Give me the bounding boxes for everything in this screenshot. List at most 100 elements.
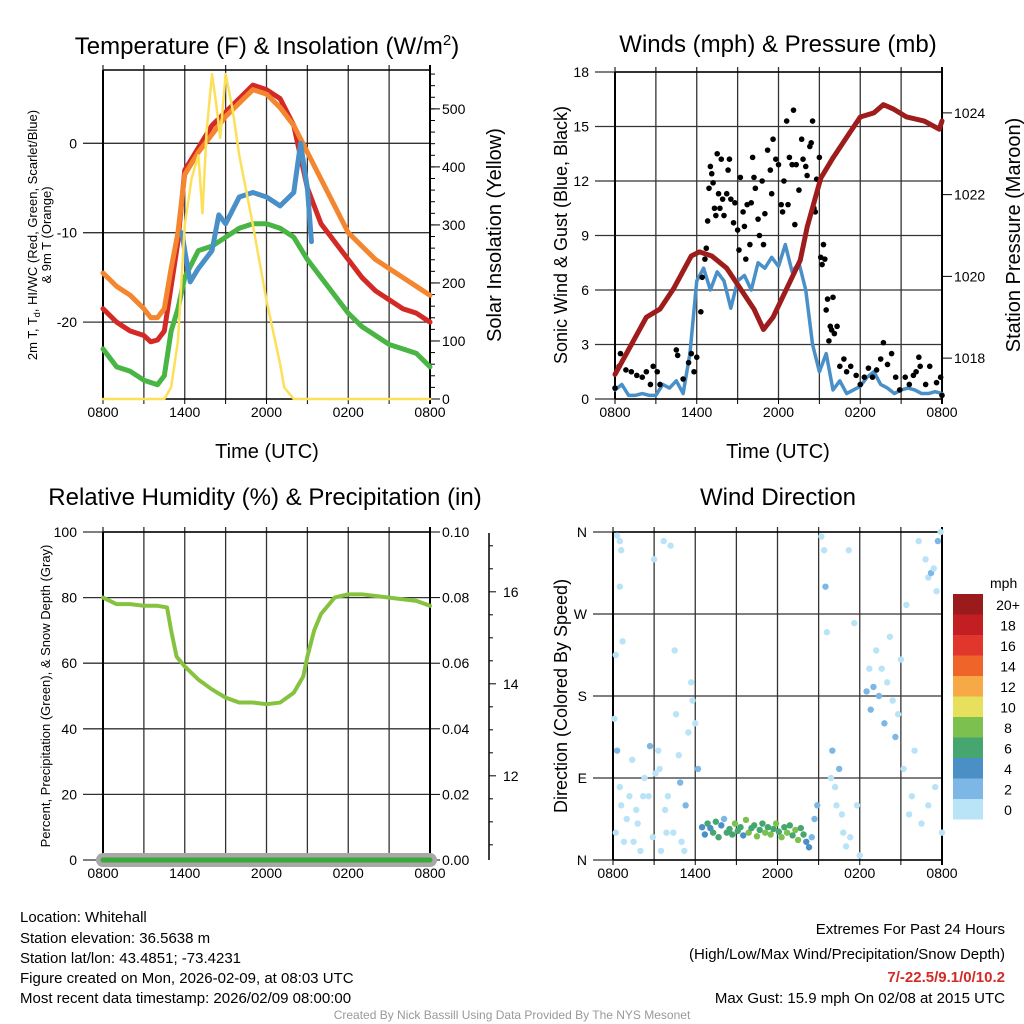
direction-point <box>938 829 946 836</box>
gust-point <box>634 372 640 379</box>
direction-point <box>670 829 677 836</box>
y2-tick-label: 100 <box>442 333 466 349</box>
y-tick-label: 40 <box>61 721 77 737</box>
direction-point <box>789 832 796 839</box>
wind-xlabel: Time (UTC) <box>726 441 830 463</box>
y2-tick-label: 0.00 <box>442 852 469 868</box>
temperature-xlabel: Time (UTC) <box>215 441 319 463</box>
gust-point <box>760 241 767 248</box>
gust-point <box>785 201 791 208</box>
direction-point <box>618 547 625 554</box>
x-tick-label: 2000 <box>251 404 282 420</box>
gust-point <box>824 296 831 302</box>
direction-point <box>611 715 618 722</box>
y2-tick-label: 300 <box>442 217 466 233</box>
extremes-fields: (High/Low/Max Wind/Precipitation/Snow De… <box>689 946 1005 963</box>
direction-point <box>652 770 659 777</box>
direction-point <box>692 720 699 727</box>
y-tick-label: 0 <box>69 852 77 868</box>
gust-point <box>819 261 825 268</box>
direction-point <box>831 783 839 791</box>
gust-point <box>793 161 800 168</box>
direction-point <box>646 742 654 750</box>
direction-point <box>737 824 744 831</box>
direction-point <box>937 528 944 536</box>
direction-point <box>637 847 644 855</box>
direction-point <box>811 815 818 823</box>
direction-point <box>842 843 850 850</box>
insolation-ylabel: Solar Insolation (Yellow) <box>484 128 506 342</box>
direction-point <box>897 656 905 663</box>
gust-point <box>673 347 680 353</box>
direction-point <box>772 820 780 827</box>
direction-point <box>803 838 810 845</box>
gust-point <box>834 323 840 330</box>
direction-point <box>818 533 825 540</box>
temperature-9m-line <box>100 87 433 321</box>
y2-tick-label: 1018 <box>954 350 985 366</box>
y-tick-label: 0 <box>69 135 77 151</box>
direction-point <box>875 692 883 700</box>
direction-point <box>866 665 873 672</box>
gust-point <box>873 367 880 373</box>
colorbar-swatch <box>953 799 983 820</box>
x-tick-label: 0200 <box>333 865 364 881</box>
gust-point <box>674 352 681 359</box>
direction-point <box>663 829 670 836</box>
direction-point <box>753 833 761 840</box>
gust-point <box>877 356 884 362</box>
x-tick-label: 1400 <box>681 404 712 420</box>
y-tick-label: 0 <box>581 391 589 407</box>
gust-point <box>926 363 933 370</box>
x-tick-label: 0800 <box>414 865 445 881</box>
sonic-wind-line <box>613 242 944 398</box>
y-tick-label: -20 <box>57 314 77 330</box>
direction-point <box>820 547 828 554</box>
colorbar-swatch <box>953 594 983 615</box>
direction-point <box>856 852 863 859</box>
direction-point <box>934 537 942 545</box>
y2-tick-label: 0.02 <box>442 786 469 802</box>
y2-tick-label: 0.04 <box>442 721 469 737</box>
direction-point <box>660 537 667 545</box>
direction-point <box>889 697 896 704</box>
direction-point <box>805 844 813 851</box>
gust-point <box>798 136 805 143</box>
colorbar-label: 0 <box>1004 802 1012 818</box>
direction-point <box>676 779 684 786</box>
x-tick-label: 2000 <box>762 865 793 881</box>
gust-point <box>933 379 940 386</box>
direction-point <box>838 811 846 818</box>
direction-point <box>718 822 725 829</box>
gust-point <box>693 354 700 361</box>
gust-point <box>756 232 763 239</box>
x-tick-label: 1400 <box>169 865 200 881</box>
y-tick-label: 20 <box>61 786 77 802</box>
direction-point <box>649 834 656 841</box>
gust-point <box>698 309 704 315</box>
y2-tick-label: 1024 <box>954 105 985 121</box>
y2-tick-label: 0.08 <box>442 590 469 606</box>
gust-point <box>751 174 757 181</box>
gust-point <box>749 154 756 161</box>
footer-latlon: Station lat/lon: 43.4851; -73.4231 <box>20 950 241 967</box>
direction-point <box>726 825 733 833</box>
x-tick-label: 0800 <box>599 404 630 420</box>
gust-point <box>639 374 646 381</box>
direction-point <box>720 815 728 823</box>
gust-point <box>743 256 749 262</box>
gust-point <box>759 178 765 184</box>
y2-tick-label: 1022 <box>954 187 985 203</box>
temperature-line <box>100 82 433 345</box>
direction-point <box>827 774 835 782</box>
direction-point <box>667 542 674 549</box>
colorbar-label: 16 <box>1000 638 1016 654</box>
y-tick-label: N <box>577 524 587 540</box>
direction-point <box>709 829 717 836</box>
colorbar-swatch <box>953 635 983 656</box>
gust-point <box>869 374 876 381</box>
gust-point <box>789 161 795 168</box>
gust-point <box>800 156 806 162</box>
direction-ylabel: Direction (Colored By Speed) <box>551 579 571 813</box>
y-tick-label: E <box>578 770 587 786</box>
